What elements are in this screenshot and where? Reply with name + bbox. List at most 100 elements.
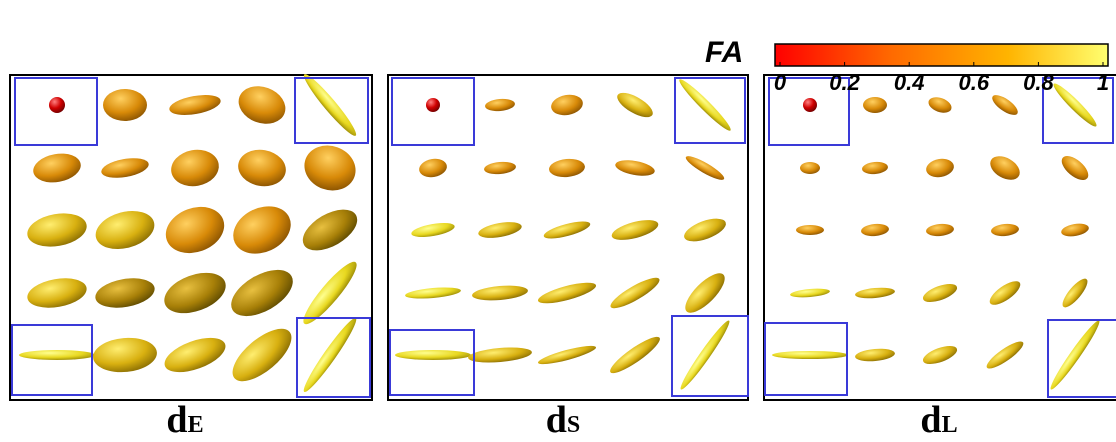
highlight-box: [391, 77, 475, 146]
ellipsoid: [611, 220, 659, 240]
ellipsoid: [617, 92, 653, 118]
ellipsoid: [19, 350, 95, 360]
highlight-box: [389, 329, 475, 396]
highlight-box: [296, 317, 371, 398]
panel-label-subscript: E: [188, 412, 204, 438]
colorbar-tick-label: 1: [1097, 70, 1109, 95]
ellipsoid: [405, 287, 461, 299]
highlight-box: [671, 315, 749, 397]
ellipsoid: [484, 161, 516, 175]
ellipsoid: [992, 95, 1018, 115]
ellipsoid: [800, 162, 820, 174]
colorbar-tick-label: 0.8: [1023, 70, 1054, 95]
ellipsoid: [1062, 278, 1088, 308]
ellipsoid: [855, 287, 895, 299]
highlight-box: [11, 324, 93, 396]
ellipsoid: [49, 97, 65, 113]
ellipsoid: [790, 288, 830, 298]
panel-frame: [763, 74, 1116, 401]
ellipsoid: [772, 351, 848, 359]
ellipsoid: [169, 95, 221, 115]
panel-label: dL: [920, 399, 957, 441]
ellipsoid: [862, 161, 888, 175]
highlight-box: [1047, 319, 1116, 398]
ellipsoid: [1061, 223, 1089, 237]
panel-label-main: d: [546, 399, 567, 441]
ellipsoid: [551, 94, 583, 116]
ellipsoid: [395, 350, 471, 360]
ellipsoid: [684, 218, 726, 242]
ellipsoid: [232, 328, 292, 382]
ellipsoid: [679, 79, 731, 131]
ellipsoid: [93, 337, 157, 373]
ellipsoid: [926, 223, 954, 237]
ellipsoid: [803, 98, 817, 112]
ellipsoid: [928, 97, 952, 113]
highlight-box: [14, 77, 98, 146]
ellipsoid: [1053, 83, 1097, 127]
ellipsoid: [103, 89, 147, 121]
ellipsoid: [610, 277, 660, 309]
ellipsoid: [485, 98, 515, 112]
ellipsoid: [926, 158, 954, 178]
panel-label: dE: [166, 399, 203, 441]
colorbar-label: FA: [705, 36, 743, 69]
ellipsoid: [238, 86, 286, 124]
ellipsoid: [164, 272, 226, 314]
colorbar-tick-label: 0.6: [959, 70, 990, 95]
ellipsoid: [468, 347, 532, 363]
ellipsoid: [855, 348, 895, 362]
colorbar-tick-label: 0.4: [894, 70, 925, 95]
ellipsoid: [233, 206, 291, 254]
ellipsoid: [478, 222, 522, 238]
ellipsoid: [1050, 320, 1100, 390]
ellipsoid: [685, 156, 725, 180]
ellipsoid: [165, 206, 225, 254]
ellipsoid: [991, 223, 1019, 237]
ellipsoid: [411, 222, 455, 238]
ellipsoid: [990, 156, 1020, 180]
ellipsoid: [615, 160, 655, 176]
ellipsoid: [861, 223, 889, 237]
panel-label: dS: [546, 399, 581, 441]
ellipsoid: [27, 213, 87, 247]
ellipsoid: [680, 320, 730, 390]
colorbar: [774, 43, 1109, 67]
ellipsoid: [989, 281, 1021, 305]
panels: dE dS dL: [9, 74, 1116, 441]
ellipsoid: [27, 278, 87, 308]
ellipsoid: [303, 261, 357, 325]
ellipsoid: [549, 158, 585, 178]
ellipsoid: [685, 273, 725, 313]
panel-frame: [387, 74, 749, 401]
panel: dS: [387, 74, 749, 441]
ellipsoid: [986, 341, 1024, 369]
panel-label-main: d: [166, 399, 187, 441]
panel-label-subscript: S: [567, 412, 580, 438]
colorbar-tick-label: 0.2: [829, 70, 860, 95]
panel-label-main: d: [920, 399, 941, 441]
ellipsoid: [543, 221, 591, 239]
ellipsoid: [238, 149, 286, 187]
ellipsoid: [419, 158, 447, 178]
highlight-box: [1042, 77, 1114, 144]
highlight-box: [294, 77, 369, 144]
panel-frame: [9, 74, 373, 401]
ellipsoid: [537, 345, 597, 365]
ellipsoid: [304, 145, 356, 191]
ellipsoid: [231, 269, 293, 317]
ellipsoid: [863, 97, 887, 113]
panel-label-subscript: L: [942, 412, 958, 438]
ellipsoid: [164, 337, 226, 373]
ellipsoid: [33, 153, 81, 183]
ellipsoid: [171, 149, 219, 187]
ellipsoid: [95, 278, 155, 308]
ellipsoid: [796, 225, 824, 235]
highlight-box: [768, 77, 850, 146]
ellipsoid: [303, 317, 357, 393]
ellipsoid: [472, 285, 528, 301]
highlight-box: [764, 322, 848, 396]
highlight-box: [674, 77, 746, 144]
ellipsoid: [303, 74, 357, 136]
